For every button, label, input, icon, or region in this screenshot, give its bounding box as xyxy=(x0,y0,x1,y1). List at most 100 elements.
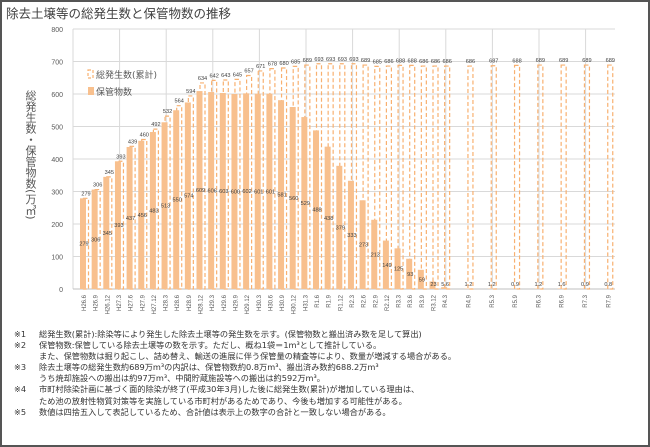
stored-bar xyxy=(382,240,389,289)
x-tick-label: R1.9 xyxy=(327,294,333,307)
x-tick-label: H30.3 xyxy=(257,294,263,311)
footnote-mark: ※5 xyxy=(14,406,27,417)
stored-bar xyxy=(394,248,401,289)
cumulative-value-label: 492 xyxy=(151,122,160,128)
stored-value-label: 581 xyxy=(277,193,286,199)
stored-bar xyxy=(231,94,238,289)
footnote-mark xyxy=(14,373,39,384)
y-tick-label: 700 xyxy=(51,60,63,67)
cumulative-value-label: 693 xyxy=(338,57,347,63)
cumulative-value-label: 393 xyxy=(116,154,125,160)
x-tick-label: R1.6 xyxy=(315,294,321,307)
x-tick-label: R1.12 xyxy=(338,294,344,311)
footnote-text: 除去土壌等の総発生数約689万m³の内訳は、保管物数約0.8万m³、搬出済み数約… xyxy=(39,362,379,373)
stored-bar xyxy=(80,198,86,289)
cumulative-value-label: 693 xyxy=(349,57,358,63)
stored-bar xyxy=(184,102,191,289)
footnote-mark: ※3 xyxy=(14,362,27,373)
x-tick-label: R3.12 xyxy=(432,294,438,311)
x-tick-label: H27.6 xyxy=(129,294,135,311)
x-tick-label: H29.6 xyxy=(222,294,228,311)
footnotes: ※1 総発生数(累計):除染等により発生した除去土壌等の発生数を示す。(保管物数と… xyxy=(14,329,456,418)
footnote-mark: ※1 xyxy=(14,329,27,339)
stored-value-label: 23 xyxy=(430,282,436,288)
stored-value-label: 59 xyxy=(419,277,425,283)
cumulative-value-label: 687 xyxy=(489,59,498,65)
cumulative-value-label: 678 xyxy=(268,62,277,68)
stored-bar xyxy=(441,287,448,289)
y-tick-label: 800 xyxy=(51,27,63,34)
stored-value-label: 602 xyxy=(242,189,251,195)
stored-bar xyxy=(347,180,354,289)
stored-bar xyxy=(103,176,110,289)
cumulative-bar xyxy=(409,64,416,290)
cumulative-bar xyxy=(350,63,358,290)
stored-bar xyxy=(406,258,413,289)
footnote-line: ※1 総発生数(累計):除染等により発生した除去土壌等の発生数を示す。(保管物数と… xyxy=(14,329,456,340)
stored-bar xyxy=(289,107,296,289)
stored-bar xyxy=(324,146,331,289)
stored-value-label: 125 xyxy=(394,267,403,273)
footnote-text: うち焼却施設への搬出は約97万m³、中間貯蔵施設等への搬出は約592万m³。 xyxy=(39,373,325,384)
footnote-line: また、保管物数は掘り起こし、詰め替え、輸送の進展に伴う保管量の精査等により、数量… xyxy=(14,351,456,362)
footnote-mark: ※4 xyxy=(14,384,27,395)
cumulative-value-label: 688 xyxy=(396,58,405,64)
stored-bar xyxy=(208,92,215,289)
cumulative-value-label: 689 xyxy=(559,58,568,64)
cumulative-value-label: 693 xyxy=(314,57,323,63)
footnote-line: うち焼却施設への搬出は約97万m³、中間貯蔵施設等への搬出は約592万m³。 xyxy=(14,373,456,384)
x-tick-label: H27.3 xyxy=(117,294,123,311)
y-tick-label: 0 xyxy=(59,287,63,294)
cumulative-bar xyxy=(432,65,439,290)
stored-bar xyxy=(196,91,203,289)
stored-value-label: 1.6 xyxy=(558,282,566,288)
cumulative-value-label: 685 xyxy=(291,59,300,65)
stored-value-label: 603 xyxy=(219,189,228,195)
stored-bar xyxy=(114,161,121,289)
y-axis-label: 総発生数・保管物数(万㎥) xyxy=(24,90,37,220)
stored-bar xyxy=(371,219,378,289)
stored-value-label: 488 xyxy=(312,208,321,214)
stored-value-label: 550 xyxy=(173,198,182,204)
cumulative-value-label: 306 xyxy=(93,183,102,189)
x-tick-label: H29.12 xyxy=(245,294,251,314)
footnote-text: 数値は四捨五入して表記しているため、合計値は表示上の数字の合計と一致しない場合が… xyxy=(39,406,391,417)
cumulative-value-label: 439 xyxy=(128,139,137,145)
stored-value-label: 0.9 xyxy=(511,282,519,288)
cumulative-value-label: 686 xyxy=(466,59,475,65)
stored-value-label: 574 xyxy=(184,194,193,200)
x-tick-label: H26.6 xyxy=(82,294,88,311)
footnote-text: また、保管物数は掘り起こし、詰め替え、輸送の進展に伴う保管量の精査等により、数量… xyxy=(39,351,457,362)
cumulative-value-label: 671 xyxy=(256,64,265,70)
x-tick-label: H31.3 xyxy=(303,294,309,311)
cumulative-value-label: 680 xyxy=(279,61,288,67)
stored-value-label: 437 xyxy=(126,216,135,222)
footnote-mark: ※2 xyxy=(14,340,27,351)
cumulative-bar xyxy=(257,70,264,290)
stored-bar xyxy=(359,200,366,289)
cumulative-bar xyxy=(513,64,521,290)
stored-value-label: 600 xyxy=(231,190,240,196)
x-tick-label: H28.3 xyxy=(164,294,170,311)
cumulative-value-label: 686 xyxy=(431,59,440,65)
x-tick-label: H26.12 xyxy=(105,294,111,314)
x-tick-label: R6.3 xyxy=(536,294,542,307)
x-tick-label: H27.12 xyxy=(152,294,158,314)
footnote-text: 市町村除染計画に基づく面的除染が終了(平成30年3月)した後に総発生数(累計)が… xyxy=(39,384,420,395)
x-tick-label: R3.6 xyxy=(408,294,414,307)
x-tick-label: R2.3 xyxy=(350,294,356,307)
stored-value-label: 560 xyxy=(289,196,298,202)
footnote-mark xyxy=(14,396,39,407)
stored-value-label: 5.6 xyxy=(441,282,449,288)
stored-value-label: 438 xyxy=(324,216,333,222)
cumulative-value-label: 345 xyxy=(105,170,114,176)
y-tick-label: 500 xyxy=(51,125,63,132)
cumulative-value-label: 685 xyxy=(373,59,382,65)
cumulative-value-label: 689 xyxy=(361,58,370,64)
stored-bar xyxy=(219,93,226,290)
cumulative-bar xyxy=(420,65,427,290)
stored-value-label: 456 xyxy=(138,213,147,219)
footnote-line: ※4 市町村除染計画に基づく面的除染が終了(平成30年3月)した後に総発生数(累計… xyxy=(14,384,456,395)
footnote-line: ※2 保管物数:保管している除去土壌等の数を示す。ただし、概ね1袋＝1m³として推… xyxy=(14,340,456,351)
